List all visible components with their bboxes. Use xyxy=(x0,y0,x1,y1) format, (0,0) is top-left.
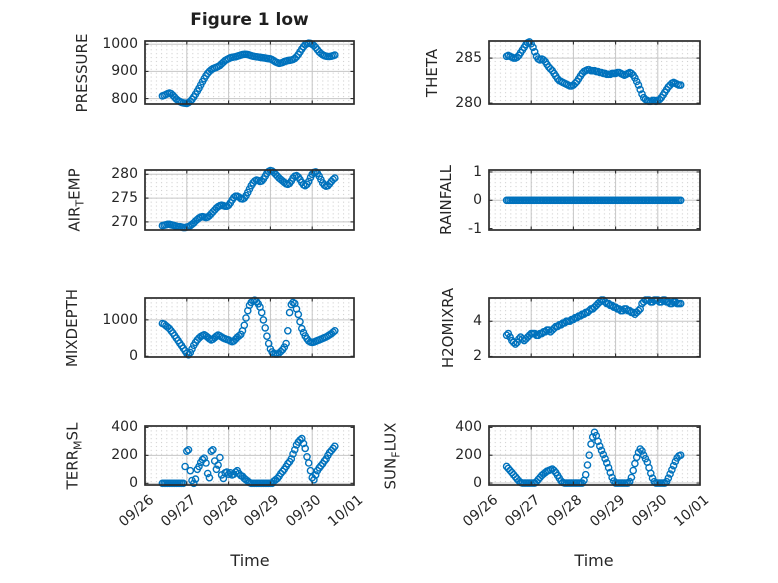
data-points xyxy=(158,166,339,232)
y-tick-label: 280 xyxy=(455,95,482,112)
tick-marks xyxy=(145,170,354,230)
y-tick-label: -1 xyxy=(468,220,482,237)
y-tick-label: 2 xyxy=(473,348,482,365)
y-tick-label: 400 xyxy=(455,419,482,436)
y-label-subscript: T xyxy=(73,199,87,207)
y-axis-label-sun-flux: SUNFLUX xyxy=(382,422,403,489)
y-label-text: AIR xyxy=(65,206,84,232)
tick-marks xyxy=(489,298,700,358)
tick-marks xyxy=(145,41,354,104)
y-tick-label: 0 xyxy=(129,348,138,365)
y-label-text: H2OMIXRA xyxy=(439,287,457,368)
tick-marks xyxy=(145,298,354,357)
data-points xyxy=(158,434,339,488)
y-tick-label: 0 xyxy=(473,475,482,492)
plot-area-air-temp xyxy=(144,166,355,232)
x-axis-label-right: Time xyxy=(574,551,614,570)
y-axis-label-rainfall: RAINFALL xyxy=(437,165,455,235)
y-label-text: RAINFALL xyxy=(437,165,455,235)
plot-area-h2omixra xyxy=(488,296,701,358)
y-tick-label: 4 xyxy=(473,313,482,330)
y-label-text: SUN xyxy=(381,457,400,489)
y-axis-label-theta: THETA xyxy=(423,48,441,96)
y-tick-label: 270 xyxy=(111,213,138,230)
y-axis-label-air-temp: AIRTEMP xyxy=(66,168,87,231)
plot-area-theta xyxy=(488,38,701,106)
figure-title: Figure 1 low xyxy=(190,10,309,30)
y-label-text: THETA xyxy=(423,48,441,97)
y-axis-label-pressure: PRESSURE xyxy=(73,33,91,112)
y-label-text: MIXDEPTH xyxy=(63,288,81,367)
y-tick-label: 285 xyxy=(455,50,482,67)
y-label-text: LUX xyxy=(381,422,400,451)
plot-area-sun-flux xyxy=(488,425,701,487)
data-points xyxy=(502,196,685,205)
y-tick-label: 1 xyxy=(473,163,482,180)
tick-marks xyxy=(489,426,700,485)
plot-area-mixdepth xyxy=(144,296,355,359)
y-label-subscript: M xyxy=(71,439,85,450)
y-axis-label-h2omixra: H2OMIXRA xyxy=(439,287,457,367)
y-tick-label: 0 xyxy=(129,475,138,492)
x-axis-label-left: Time xyxy=(230,551,270,570)
plot-area-pressure xyxy=(144,39,355,108)
y-tick-label: 1000 xyxy=(102,311,138,328)
plot-area-terr-msl xyxy=(144,425,355,488)
y-tick-label: 0 xyxy=(473,192,482,209)
y-tick-label: 200 xyxy=(111,447,138,464)
y-tick-label: 400 xyxy=(111,419,138,436)
tick-marks xyxy=(489,170,700,230)
data-points xyxy=(158,296,339,359)
y-tick-label: 900 xyxy=(111,63,138,80)
y-axis-label-terr-msl: TERRMSL xyxy=(64,422,85,489)
y-label-text: EMP xyxy=(65,168,84,200)
y-tick-label: 1000 xyxy=(102,36,138,53)
y-label-subscript: F xyxy=(389,450,403,458)
y-tick-label: 800 xyxy=(111,90,138,107)
y-label-text: TERR xyxy=(63,449,82,489)
y-tick-label: 280 xyxy=(111,166,138,183)
data-points xyxy=(502,296,685,348)
y-label-text: PRESSURE xyxy=(73,33,91,112)
major-gridlines xyxy=(145,170,354,230)
y-label-text: SL xyxy=(63,422,82,440)
y-axis-label-mixdepth: MIXDEPTH xyxy=(63,288,81,366)
tick-marks xyxy=(145,426,354,485)
y-tick-label: 275 xyxy=(111,190,138,207)
y-tick-label: 200 xyxy=(455,447,482,464)
plot-area-rainfall xyxy=(488,169,701,231)
tick-marks xyxy=(489,41,700,104)
